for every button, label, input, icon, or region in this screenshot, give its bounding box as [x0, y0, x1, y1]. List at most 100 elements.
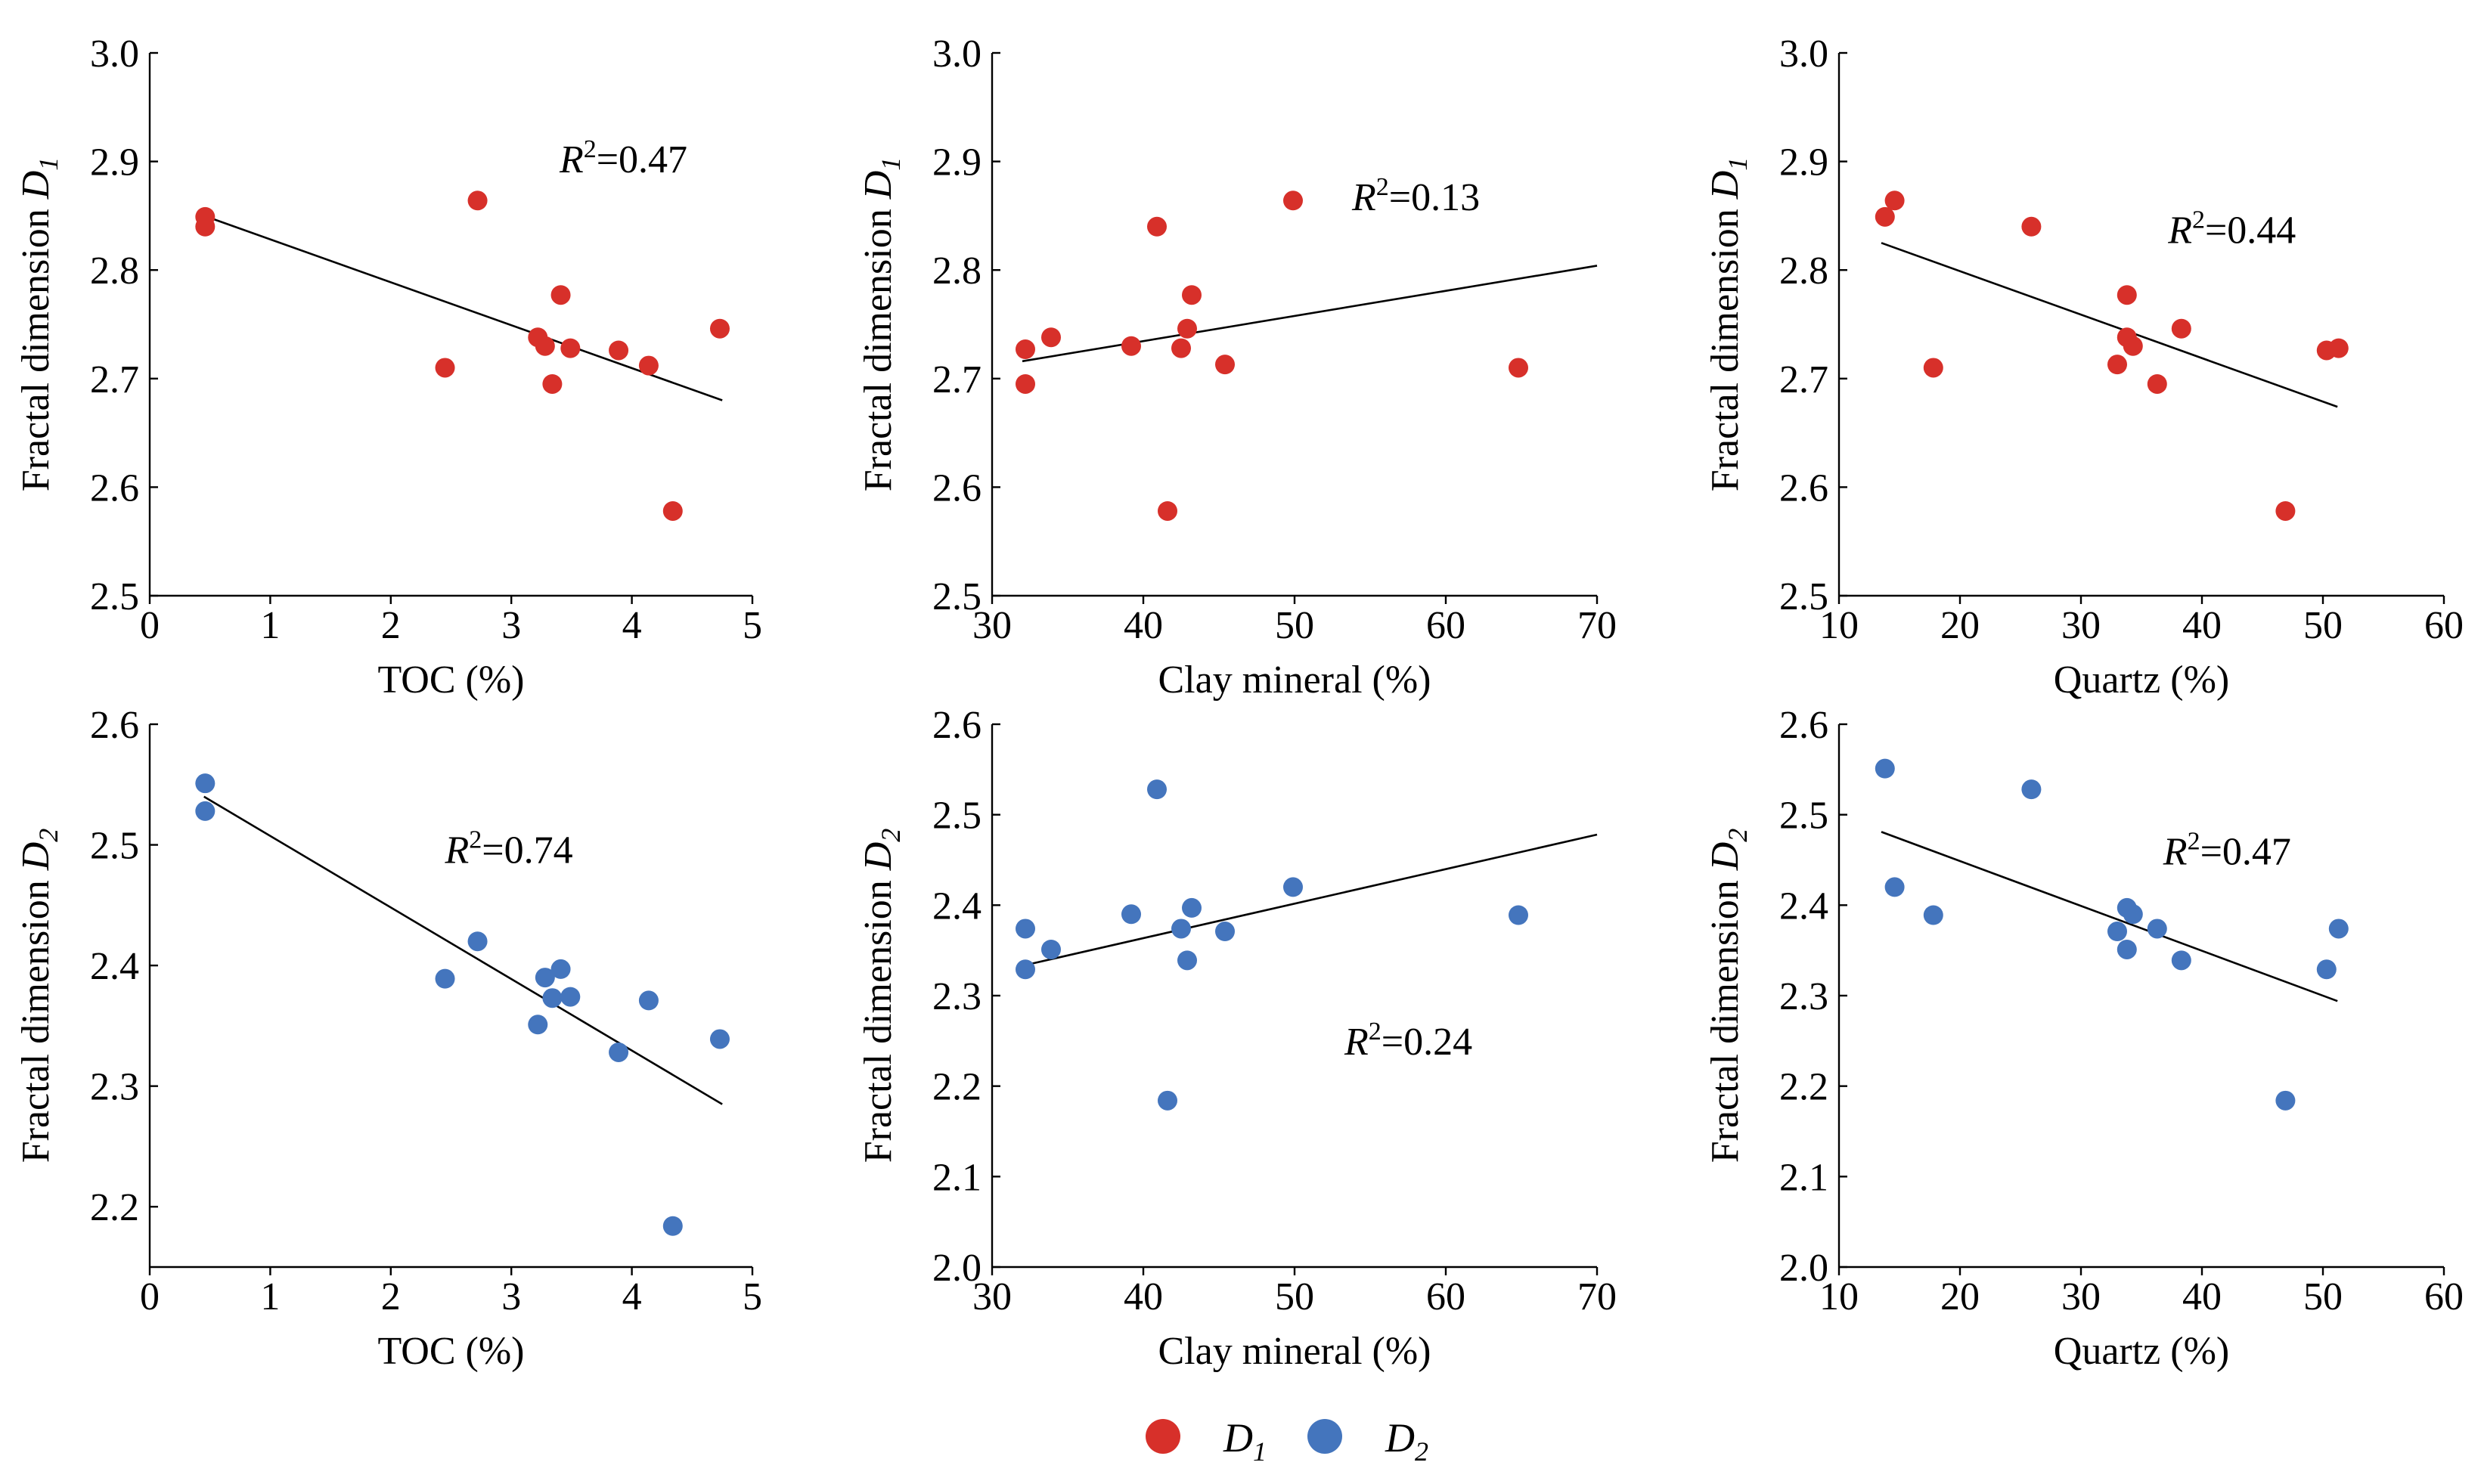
panel-2-x-axis-label: Clay mineral (%) [1158, 658, 1431, 702]
panel-6-point [2171, 950, 2191, 971]
panel-1-trend-line [203, 215, 723, 401]
panel-2-point [1171, 338, 1191, 358]
panel-4-trend-line [203, 795, 723, 1105]
panel-4-y-tick-label: 2.3 [90, 1066, 139, 1109]
panel-3-x-tick-label: 60 [2424, 604, 2464, 647]
panel-2-point [1121, 336, 1141, 356]
panel-2-point [1283, 191, 1303, 211]
panel-3-y-tick-label: 2.7 [1779, 358, 1828, 401]
panel-3: 10 20 30 40 50 60 2.5 2.6 2.7 2.8 2.9 3.0 Quartz (%)… [1704, 33, 2464, 702]
panel-1-x-tick-label: 2 [381, 604, 401, 647]
panel-3-x-tick-label: 30 [2061, 604, 2101, 647]
panel-5-r2-label: R2=0.24 [1344, 1018, 1472, 1064]
panel-2-point [1158, 500, 1177, 521]
panel-1-y-tick-label: 2.6 [90, 466, 139, 510]
panel-3-y-tick-label: 3.0 [1779, 33, 1828, 76]
panel-6-y-tick-label: 2.5 [1779, 795, 1828, 838]
panel-5-point [1509, 905, 1528, 925]
panel-2-x-tick-label: 50 [1275, 604, 1314, 647]
panel-2-point [1147, 216, 1167, 237]
panel-6-y-tick-label: 2.2 [1779, 1066, 1828, 1109]
panel-5-y-tick-label: 2.6 [932, 704, 982, 747]
panel-3-x-tick-label: 50 [2303, 604, 2343, 647]
panel-6: 10 20 30 40 50 60 2.0 2.1 2.2 2.3 2.4 2.5 2.6 Quartz … [1704, 704, 2464, 1373]
panel-3-x-tick-label: 10 [1819, 604, 1859, 647]
panel-1-point [550, 285, 571, 305]
panel-5-x-axis-label: Clay mineral (%) [1158, 1330, 1431, 1373]
panel-5-x-tick-label: 40 [1124, 1275, 1163, 1318]
panel-6-point [2275, 1090, 2296, 1111]
panel-6-trend-line [1881, 831, 2338, 1002]
panel-1-x-tick-label: 1 [260, 604, 280, 647]
panel-4-point [467, 931, 488, 952]
panel-1-point [609, 340, 629, 361]
panel-3-x-axis-label: Quartz (%) [2054, 658, 2229, 702]
panel-1-point [435, 358, 455, 378]
panel-1-x-tick-label: 5 [743, 604, 762, 647]
panel-1-point [638, 355, 659, 376]
panel-2-trend-line [1022, 265, 1598, 363]
panel-5-point [1171, 919, 1191, 939]
panel-5-point [1182, 897, 1202, 918]
panel-6-x-tick-label: 50 [2303, 1275, 2343, 1318]
panel-2-x-tick-label: 40 [1124, 604, 1163, 647]
panel-4-x-tick-label: 1 [260, 1275, 280, 1318]
panel-3-point [1884, 191, 1905, 211]
panel-4-point [535, 968, 555, 988]
panel-5-x-tick-label: 70 [1577, 1275, 1617, 1318]
panel-5-x-tick-label: 60 [1426, 1275, 1465, 1318]
panel-3-point [2123, 336, 2143, 356]
panel-6-point [2147, 919, 2167, 939]
panel-4-x-tick-label: 4 [622, 1275, 642, 1318]
panel-3-point [2171, 318, 2191, 339]
panel-4-y-tick-label: 2.2 [90, 1186, 139, 1229]
panel-3-r2-label: R2=0.44 [2167, 206, 2296, 252]
panel-2-y-tick-label: 3.0 [932, 33, 982, 76]
panel-2-point [1509, 358, 1528, 378]
panel-6-point [2107, 922, 2127, 942]
panel-2-y-tick-label: 2.7 [932, 358, 982, 401]
panel-6-point [1875, 758, 1895, 779]
panel-1-point [542, 373, 563, 394]
panel-6-point [2021, 779, 2042, 800]
panel-6-point [1923, 905, 1943, 925]
panel-3-point [2275, 500, 2296, 521]
panel-2-y-tick-label: 2.6 [932, 466, 982, 510]
panel-5-y-axis-label: Fractal dimension D2 [857, 829, 906, 1163]
legend-d2-marker [1307, 1419, 1342, 1454]
panel-1-r2-label: R2=0.47 [559, 135, 687, 181]
panel-4-point [195, 801, 216, 821]
panel-2-y-tick-label: 2.5 [932, 575, 982, 618]
panel-6-x-tick-label: 40 [2182, 1275, 2222, 1318]
panel-3-point [1923, 358, 1943, 378]
panel-1-y-tick-label: 2.7 [90, 358, 139, 401]
panel-5-x-tick-label: 30 [972, 1275, 1012, 1318]
panel-5-point [1177, 950, 1197, 971]
panel-5-y-tick-label: 2.0 [932, 1247, 982, 1290]
panel-3-y-tick-label: 2.9 [1779, 141, 1828, 184]
panel-5-point [1283, 877, 1303, 897]
panel-2-r2-label: R2=0.13 [1351, 173, 1480, 219]
panel-4-y-tick-label: 2.6 [90, 704, 139, 747]
panel-6-r2-label: R2=0.47 [2163, 827, 2291, 873]
panel-6-x-tick-label: 30 [2061, 1275, 2101, 1318]
panel-5-point [1016, 959, 1035, 980]
panel-6-y-axis-label: Fractal dimension D2 [1704, 829, 1753, 1163]
panel-2-y-tick-label: 2.9 [932, 141, 982, 184]
panel-1: 0 1 2 3 4 5 2.5 2.6 2.7 2.8 2.9 3.0 TOC (%) Fractal d… [14, 33, 762, 702]
panel-5: 30 40 50 60 70 2.0 2.1 2.2 2.3 2.4 2.5 2.6 Clay mine… [857, 704, 1617, 1373]
panel-5-x-tick-label: 50 [1275, 1275, 1314, 1318]
panel-1-y-axis-label: Fractal dimension D1 [14, 157, 64, 492]
panel-1-point [535, 336, 555, 356]
panel-1-point [195, 216, 216, 237]
legend-d1-label: D1 [1223, 1415, 1267, 1467]
panel-1-point [709, 318, 730, 339]
panel-4-y-tick-label: 2.5 [90, 825, 139, 868]
panel-4-x-tick-label: 2 [381, 1275, 401, 1318]
panel-3-trend-line [1881, 242, 2338, 408]
panel-3-point [2147, 373, 2167, 394]
panel-4-point [709, 1029, 730, 1049]
panel-6-y-tick-label: 2.1 [1779, 1156, 1828, 1199]
panel-5-y-tick-label: 2.3 [932, 975, 982, 1018]
